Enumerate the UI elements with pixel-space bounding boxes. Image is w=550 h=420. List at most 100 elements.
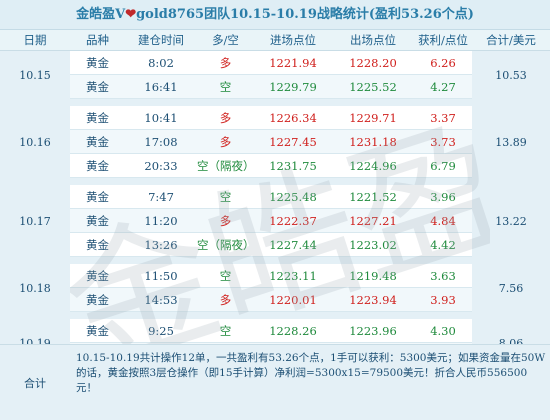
cell-time: 20:33 [144,159,178,173]
cell-exit: 1225.52 [349,80,397,94]
group-separator [0,99,550,106]
cell-time: 16:41 [144,80,178,94]
cell-exit: 1223.02 [349,238,397,252]
day-group: 10.18 7.56 黄金 11:50 空 1223.11 1219.48 3.63 黄金 14:… [0,264,550,312]
cell-item: 黄金 [86,159,109,173]
summary-label: 合计 [24,377,46,390]
group-separator [0,178,550,185]
column-bg-left [0,51,70,99]
group-separator [0,257,550,264]
cell-direction: 多 [219,214,232,228]
cell-time: 17:08 [144,135,178,149]
cell-entry: 1229.79 [269,80,317,94]
cell-time: 13:26 [144,238,178,252]
table-row: 黄金 8:02 多 1221.94 1228.20 6.26 [70,51,472,75]
row-divider [70,232,472,233]
day-group: 10.16 13.89 黄金 10:41 多 1226.34 1229.71 3.37 黄金 17… [0,106,550,178]
day-group: 10.15 10.53 黄金 8:02 多 1221.94 1228.20 6.26 黄金 16:… [0,51,550,99]
cell-item: 黄金 [86,293,109,307]
table-row: 黄金 10:41 多 1226.34 1229.71 3.37 [70,106,472,130]
table-row: 黄金 17:08 多 1227.45 1231.18 3.73 [70,130,472,154]
cell-entry: 1222.37 [269,214,317,228]
cell-direction: 空（隔夜） [197,238,255,252]
cell-time: 14:53 [144,293,178,307]
cell-time: 10:41 [144,111,178,125]
group-date: 10.17 [19,214,51,228]
cell-points: 4.84 [430,214,456,228]
cell-entry: 1228.26 [269,324,317,338]
column-bg-right [472,264,550,312]
cell-time: 11:50 [144,269,178,283]
cell-entry: 1226.34 [269,111,317,125]
table-row: 黄金 11:50 空 1223.11 1219.48 3.63 [70,264,472,288]
cell-exit: 1228.20 [349,56,397,70]
cell-time: 8:02 [148,56,174,70]
cell-direction: 空 [219,190,232,204]
cell-points: 3.63 [430,269,456,283]
cell-exit: 1229.71 [349,111,397,125]
row-divider [70,311,472,312]
cell-direction: 空 [219,269,232,283]
cell-item: 黄金 [86,135,109,149]
header-direction: 多/空 [212,33,239,47]
table-row: 黄金 11:20 多 1222.37 1227.21 4.84 [70,209,472,233]
cell-points: 6.26 [430,56,456,70]
cell-entry: 1231.75 [269,159,317,173]
row-divider [70,342,472,343]
cell-time: 9:25 [148,324,174,338]
row-divider [70,287,472,288]
group-date: 10.18 [19,281,51,295]
summary-row: 合计 10.15-10.19共计操作12单，一共盈利有53.26个点，1手可以获… [0,344,550,420]
cell-entry: 1227.45 [269,135,317,149]
cell-exit: 1219.48 [349,269,397,283]
cell-points: 3.96 [430,190,456,204]
cell-exit: 1231.18 [349,135,397,149]
cell-direction: 空（隔夜） [197,159,255,173]
group-separator [0,312,550,319]
cell-points: 6.79 [430,159,456,173]
cell-direction: 多 [219,56,232,70]
group-total: 13.89 [495,135,527,149]
cell-item: 黄金 [86,190,109,204]
cell-exit: 1224.96 [349,159,397,173]
row-divider [70,129,472,130]
row-divider [70,256,472,257]
row-divider [70,153,472,154]
cell-item: 黄金 [86,111,109,125]
cell-item: 黄金 [86,324,109,338]
page-title: 金皓盈V❤gold8765团队10.15-10.19战略统计(盈利53.26个点… [0,0,550,30]
column-bg-right [472,185,550,257]
cell-time: 7:47 [148,190,174,204]
cell-points: 4.42 [430,238,456,252]
column-bg-left [0,264,70,312]
title-prefix: 金皓盈V [76,7,126,22]
heart-icon: ❤ [125,7,137,22]
cell-time: 11:20 [144,214,178,228]
cell-points: 4.30 [430,324,456,338]
row-divider [70,74,472,75]
cell-points: 3.93 [430,293,456,307]
header-date: 日期 [23,33,47,47]
cell-exit: 1223.96 [349,324,397,338]
cell-direction: 多 [219,111,232,125]
cell-exit: 1223.94 [349,293,397,307]
column-bg-right [472,51,550,99]
cell-points: 4.27 [430,80,456,94]
column-bg-left [0,185,70,257]
cell-entry: 1221.94 [269,56,317,70]
cell-item: 黄金 [86,238,109,252]
day-group: 10.17 13.22 黄金 7:47 空 1225.48 1221.52 3.96 黄金 11:… [0,185,550,257]
cell-direction: 空 [219,80,232,94]
cell-entry: 1220.01 [269,293,317,307]
table-row: 黄金 14:53 多 1220.01 1223.94 3.93 [70,288,472,312]
cell-entry: 1225.48 [269,190,317,204]
cell-item: 黄金 [86,80,109,94]
cell-exit: 1227.21 [349,214,397,228]
cell-entry: 1223.11 [269,269,317,283]
row-divider [70,208,472,209]
header-entry: 进场点位 [270,33,316,47]
header-points: 获利/点位 [418,33,468,47]
group-total: 7.56 [498,281,524,295]
header-exit: 出场点位 [350,33,396,47]
cell-direction: 多 [219,293,232,307]
